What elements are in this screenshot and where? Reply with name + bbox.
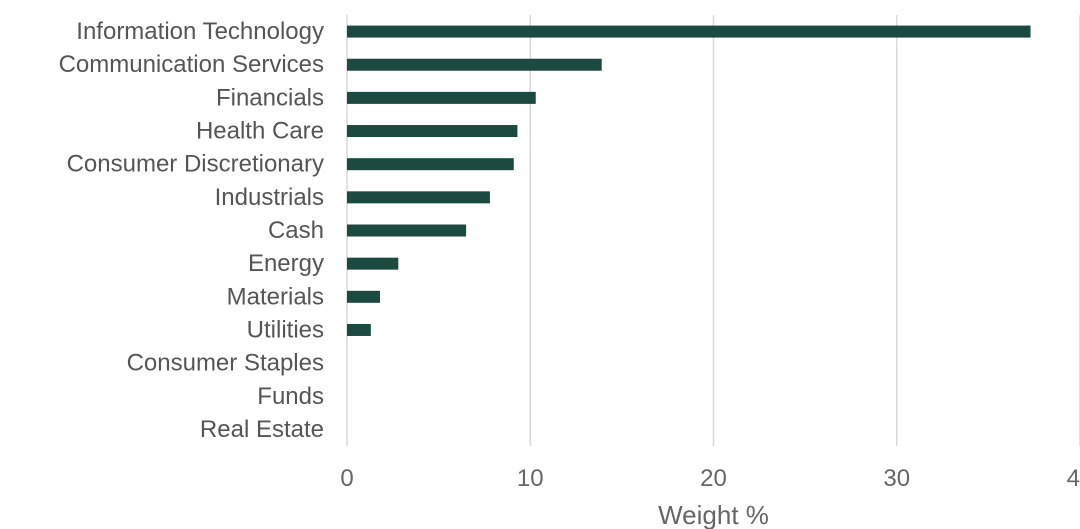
x-tick-label: 4	[1067, 465, 1080, 492]
category-label: Consumer Discretionary	[67, 151, 324, 178]
x-tick-labels: 0 10 20 30 4	[340, 465, 1080, 492]
bar	[347, 158, 514, 171]
bar	[347, 257, 399, 270]
bar	[347, 224, 467, 237]
category-label: Health Care	[196, 118, 324, 145]
x-tick-label: 0	[340, 465, 353, 492]
bar	[347, 125, 518, 138]
x-tick-label: 10	[517, 465, 544, 492]
bar	[347, 91, 536, 104]
category-label: Industrials	[215, 184, 324, 211]
category-label: Information Technology	[76, 18, 324, 45]
bar	[347, 191, 490, 204]
category-label: Consumer Staples	[127, 350, 324, 377]
bar	[347, 290, 380, 303]
category-label: Funds	[257, 383, 324, 410]
x-axis-title: Weight %	[658, 500, 769, 529]
category-label: Materials	[227, 283, 324, 310]
x-tick-label: 20	[700, 465, 727, 492]
category-label: Utilities	[247, 316, 324, 343]
bar	[347, 58, 602, 71]
category-label: Financials	[216, 84, 324, 111]
category-label: Communication Services	[59, 51, 324, 78]
bar	[347, 25, 1031, 38]
bars	[347, 25, 1031, 336]
category-label: Real Estate	[200, 416, 324, 443]
bar	[347, 323, 371, 336]
x-tick-label: 30	[883, 465, 910, 492]
category-label: Energy	[248, 250, 324, 277]
category-labels: Information Technology Communication Serv…	[59, 18, 324, 443]
category-label: Cash	[268, 217, 324, 244]
